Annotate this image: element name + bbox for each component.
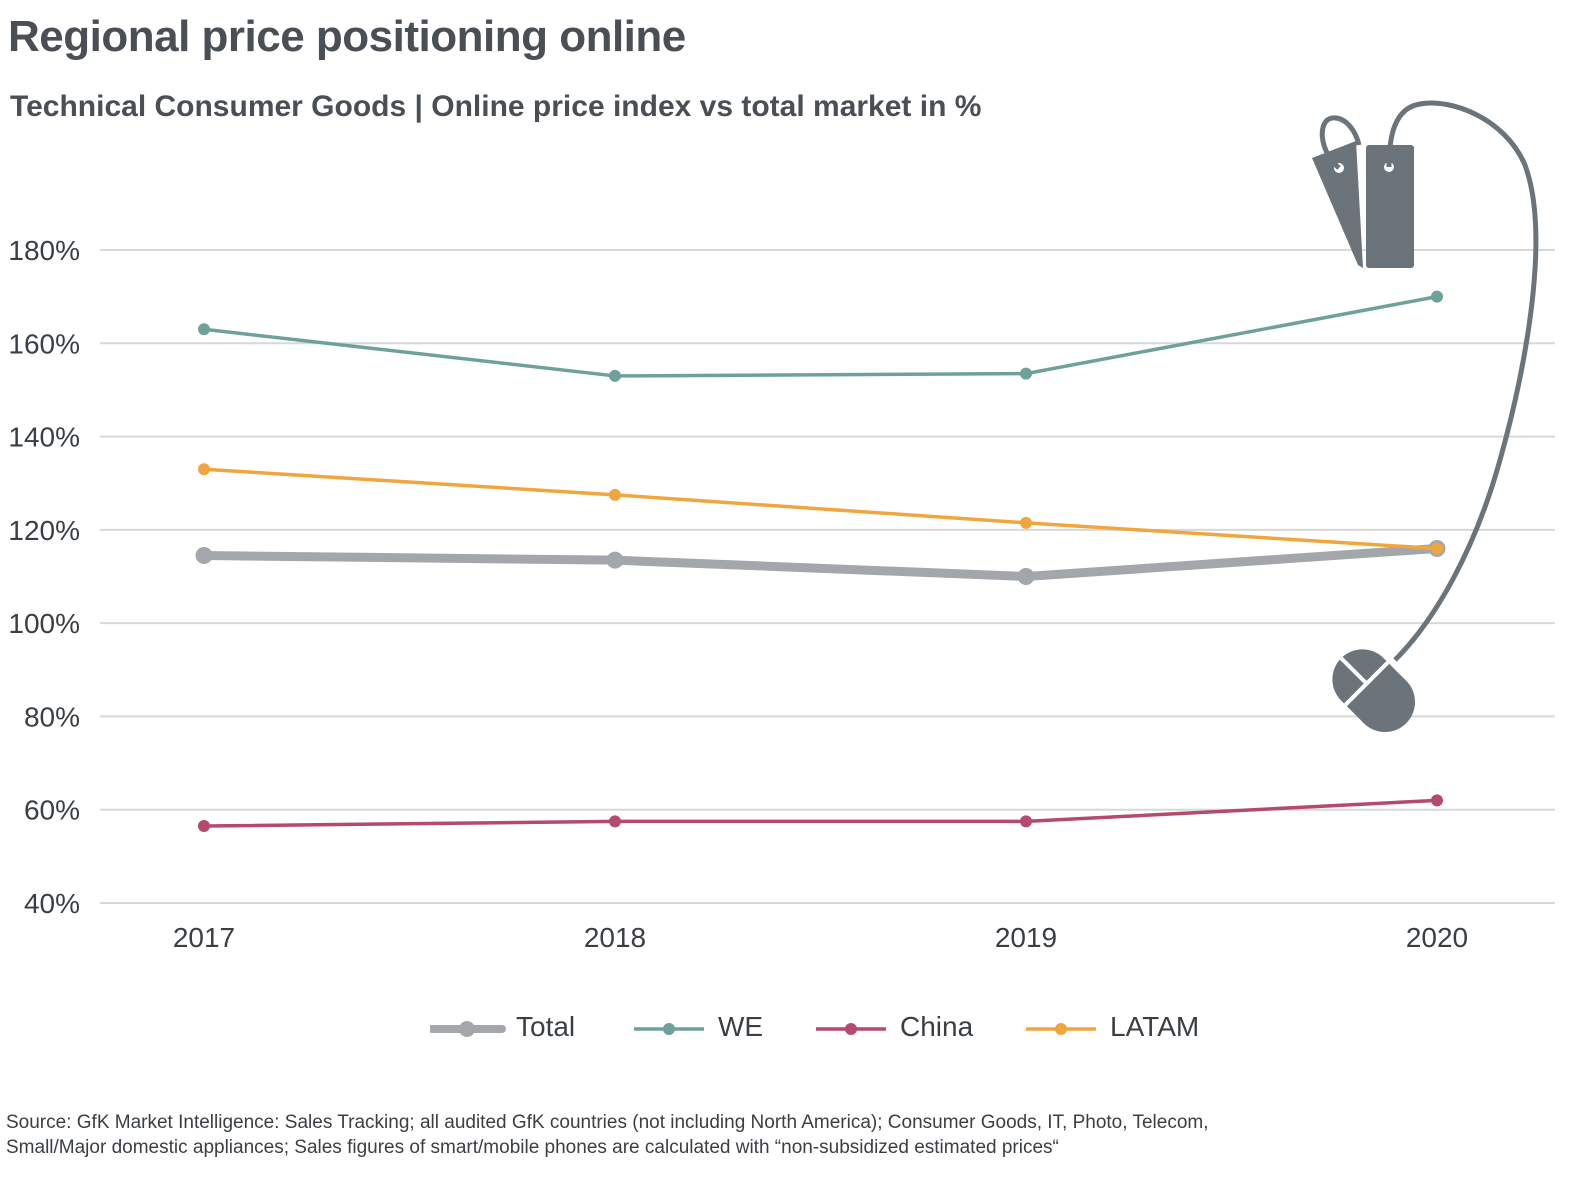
data-point-latam	[1020, 516, 1032, 529]
data-point-we	[1020, 367, 1032, 380]
series-china	[198, 794, 1443, 833]
x-tick-label: 2020	[1406, 922, 1468, 953]
series-latam	[198, 463, 1443, 555]
chart-title: Regional price positioning online	[8, 12, 686, 61]
x-axis-ticks: 2017 2018 2019 2020	[173, 922, 1468, 953]
gridlines	[100, 249, 1555, 904]
series-line-latam	[202, 467, 1439, 551]
y-tick-label: 60%	[24, 795, 80, 826]
data-point-china	[198, 820, 210, 833]
data-point-total	[606, 551, 624, 569]
data-point-total	[195, 547, 213, 565]
data-point-china	[1020, 815, 1032, 828]
chart-subtitle: Technical Consumer Goods | Online price …	[10, 90, 982, 123]
price-tag-icon	[1312, 100, 1539, 662]
legend-label-china: China	[900, 1011, 974, 1042]
source-note: Source: GfK Market Intelligence: Sales T…	[6, 1110, 1506, 1160]
line-chart: 40%60%80%100%120%140%160%180% 2017 2018 20…	[8, 100, 1555, 953]
y-axis-ticks: 40% 60% 80% 100% 120% 140% 160% 180%	[8, 235, 80, 919]
legend: Total WE China LATAM	[0, 1005, 1571, 1055]
series-line-total	[199, 544, 1442, 581]
legend-label-latam: LATAM	[1110, 1011, 1200, 1042]
computer-mouse-icon	[1332, 649, 1416, 733]
decoration	[1312, 100, 1539, 733]
legend-label-total: Total	[516, 1011, 576, 1042]
x-tick-label: 2017	[173, 922, 235, 953]
source-line-1: Source: GfK Market Intelligence: Sales T…	[6, 1112, 1209, 1133]
y-tick-label: 160%	[8, 328, 80, 359]
y-tick-label: 180%	[8, 235, 80, 266]
series-we	[198, 290, 1443, 382]
y-tick-label: 40%	[24, 888, 80, 919]
data-point-latam	[198, 463, 210, 476]
data-point-we	[198, 323, 210, 336]
series-total	[195, 540, 1446, 585]
data-point-total	[1017, 568, 1035, 585]
data-point-latam	[1431, 542, 1443, 555]
legend-swatch-latam	[1026, 1023, 1096, 1035]
data-point-we	[1431, 290, 1443, 303]
series-line-we	[202, 294, 1439, 378]
x-tick-label: 2018	[584, 922, 646, 953]
legend-swatch-we	[634, 1023, 704, 1035]
series-lines	[195, 290, 1446, 833]
y-tick-label: 140%	[8, 422, 80, 453]
y-tick-label: 80%	[24, 701, 80, 732]
y-tick-label: 120%	[8, 515, 80, 546]
legend-label-we: WE	[718, 1011, 764, 1042]
source-line-2: Small/Major domestic appliances; Sales f…	[6, 1137, 1059, 1158]
legend-swatch-total	[430, 1021, 506, 1037]
y-tick-label: 100%	[8, 608, 80, 639]
x-tick-label: 2019	[995, 922, 1057, 953]
data-point-china	[1431, 794, 1443, 807]
data-point-china	[609, 815, 621, 828]
legend-swatch-china	[816, 1023, 886, 1035]
series-line-china	[202, 798, 1439, 828]
data-point-we	[609, 369, 621, 382]
data-point-latam	[609, 488, 621, 501]
